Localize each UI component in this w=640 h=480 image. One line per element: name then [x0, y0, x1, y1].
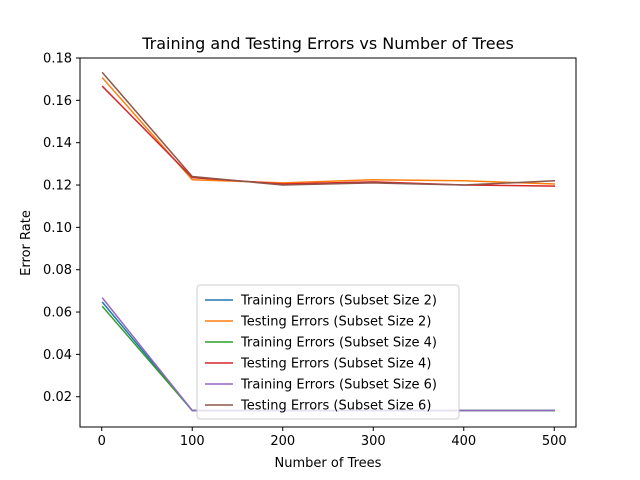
legend-label-5: Training Errors (Subset Size 6): [240, 378, 437, 393]
chart-title: Training and Testing Errors vs Number of…: [141, 34, 514, 53]
y-tick-label: 0.16: [43, 94, 72, 109]
y-tick-label: 0.08: [43, 263, 72, 278]
y-tick-label: 0.18: [43, 52, 72, 67]
x-axis-ticks: 0 100 200 300 400 500: [98, 427, 567, 449]
y-tick-label: 0.04: [43, 348, 72, 363]
x-tick-label: 500: [542, 434, 567, 449]
x-tick-label: 200: [270, 434, 295, 449]
series-line-4: [101, 85, 556, 187]
y-tick-label: 0.06: [43, 306, 72, 321]
plot-border: [79, 57, 577, 428]
x-tick-label: 0: [98, 434, 106, 449]
y-axis-ticks: 0.02 0.04 0.06 0.08 0.10 0.12 0.14 0.16 0.18: [43, 52, 80, 405]
legend-label-4: Testing Errors (Subset Size 4): [240, 357, 431, 372]
x-tick-label: 400: [451, 434, 476, 449]
y-tick-label: 0.10: [43, 221, 72, 236]
legend-label-2: Testing Errors (Subset Size 2): [240, 315, 431, 330]
x-tick-label: 100: [180, 434, 205, 449]
legend: Training Errors (Subset Size 2) Testing E…: [196, 284, 460, 420]
y-tick-label: 0.14: [43, 136, 72, 151]
legend-label-1: Training Errors (Subset Size 2): [240, 294, 437, 309]
legend-label-3: Training Errors (Subset Size 4): [240, 336, 437, 351]
y-tick-label: 0.02: [43, 390, 72, 405]
series-line-6: [101, 71, 556, 186]
x-axis-label: Number of Trees: [275, 456, 382, 471]
x-tick-label: 300: [361, 434, 386, 449]
legend-box: [196, 284, 460, 420]
y-tick-label: 0.12: [43, 179, 72, 194]
y-axis-label: Error Rate: [19, 210, 34, 276]
legend-label-6: Testing Errors (Subset Size 6): [240, 399, 431, 414]
